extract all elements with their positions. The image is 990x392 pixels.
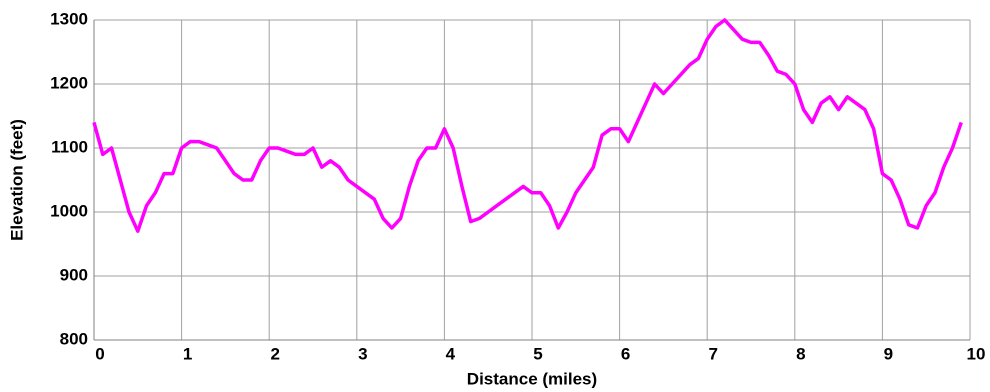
- y-tick-label: 1300: [50, 9, 88, 28]
- y-axis-label: Elevation (feet): [7, 119, 26, 241]
- x-tick-label: 8: [796, 344, 805, 363]
- x-tick-label: 10: [967, 344, 986, 363]
- x-tick-label: 5: [533, 344, 542, 363]
- x-tick-label: 3: [358, 344, 367, 363]
- x-tick-label: 0: [95, 344, 104, 363]
- x-tick-label: 2: [270, 344, 279, 363]
- x-tick-label: 7: [708, 344, 717, 363]
- y-tick-label: 1000: [50, 201, 88, 220]
- y-tick-label: 900: [60, 265, 88, 284]
- x-tick-label: 4: [446, 344, 456, 363]
- y-tick-label: 800: [60, 329, 88, 348]
- x-tick-label: 6: [621, 344, 630, 363]
- x-tick-label: 1: [183, 344, 192, 363]
- y-tick-label: 1100: [51, 137, 88, 156]
- x-tick-label: 9: [884, 344, 893, 363]
- data-line: [92, 18, 963, 233]
- x-axis-label: Distance (miles): [467, 369, 597, 388]
- y-tick-label: 1200: [50, 73, 88, 92]
